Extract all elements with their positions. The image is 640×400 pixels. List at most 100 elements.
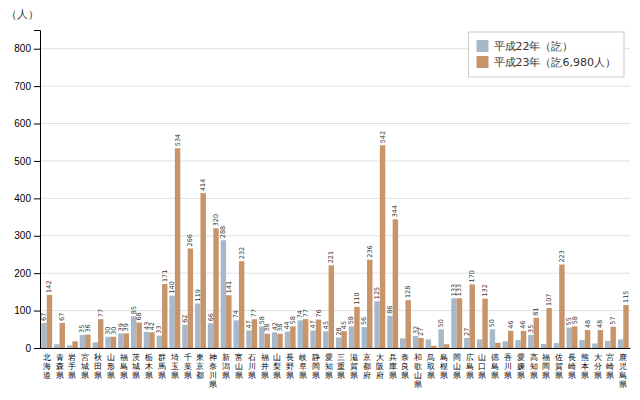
tick-label-char: 田 bbox=[94, 362, 102, 371]
tick-label-char: 重 bbox=[337, 362, 345, 371]
tick-label-char: 山 bbox=[235, 362, 243, 371]
data-label: 47 bbox=[245, 320, 253, 328]
tick: 福島県 bbox=[120, 348, 128, 380]
tick-label-char: 大 bbox=[594, 353, 602, 362]
tick: 東京都 bbox=[196, 348, 204, 380]
legend-box bbox=[469, 32, 625, 77]
tick: 滋賀県 bbox=[350, 348, 358, 380]
tick-label-char: 県 bbox=[414, 380, 422, 389]
tick: 400 bbox=[14, 193, 40, 204]
tick-label-char: 大 bbox=[376, 353, 384, 362]
tick-label-char: 本 bbox=[581, 362, 589, 371]
tick-label-char: 県 bbox=[478, 371, 486, 380]
legend: 平成22年（訖）平成23年（訖6,980人） bbox=[469, 32, 625, 77]
bar bbox=[285, 332, 290, 348]
tick-label-char: 茨 bbox=[132, 353, 140, 362]
tick-label: 大分県 bbox=[594, 353, 602, 380]
tick-label: 熊本県 bbox=[581, 353, 589, 380]
bar bbox=[239, 261, 244, 348]
tick-mark bbox=[34, 86, 40, 87]
tick: 岡山県 bbox=[453, 348, 461, 380]
bar bbox=[195, 303, 200, 348]
data-label: 221 bbox=[327, 251, 335, 263]
tick-label-char: 県 bbox=[325, 371, 333, 380]
axis-line bbox=[41, 348, 631, 349]
tick: 新潟県 bbox=[222, 348, 230, 380]
data-label: 344 bbox=[391, 205, 399, 217]
data-label: 38 bbox=[276, 324, 284, 332]
bar bbox=[470, 284, 475, 348]
y-axis: 0100200300400500600700800 bbox=[14, 31, 40, 354]
bar bbox=[464, 338, 469, 348]
data-label: 48 bbox=[584, 320, 592, 328]
tick: 富山県 bbox=[235, 348, 243, 380]
tick-label-char: 児 bbox=[619, 362, 627, 371]
tick-label-char: 和 bbox=[414, 353, 422, 362]
tick: 兵庫県 bbox=[389, 348, 397, 380]
bar bbox=[503, 341, 508, 348]
tick-label-char: 梨 bbox=[273, 362, 281, 371]
data-label: 119 bbox=[194, 289, 202, 301]
tick-label-char: 愛 bbox=[517, 353, 525, 362]
tick-label-char: 県 bbox=[466, 371, 474, 380]
data-label: 39 bbox=[122, 323, 130, 331]
tick-label-char: 鳥 bbox=[426, 353, 435, 362]
grid-line bbox=[40, 273, 630, 274]
data-label: 33 bbox=[155, 325, 163, 333]
data-label: 74 bbox=[232, 310, 240, 318]
bar bbox=[623, 305, 628, 348]
tick: 茨城県 bbox=[131, 348, 140, 380]
data-label: 27 bbox=[463, 328, 471, 336]
tick-label-char: 県 bbox=[504, 371, 512, 380]
tick-label: 群馬県 bbox=[157, 353, 166, 380]
plot: 0100200300400500600700800北海道青森県岩手県宮城県秋田県… bbox=[14, 31, 630, 390]
tick-label-char: 媛 bbox=[517, 362, 525, 371]
bar bbox=[438, 329, 443, 348]
bar bbox=[175, 148, 180, 348]
tick-label-char: 府 bbox=[363, 371, 371, 380]
tick: 300 bbox=[14, 230, 40, 241]
legend-swatch bbox=[477, 56, 489, 68]
tick-label-char: 県 bbox=[158, 371, 166, 380]
data-label: 56 bbox=[360, 317, 368, 325]
data-label: 67 bbox=[58, 313, 66, 321]
tick-label-char: 城 bbox=[80, 362, 89, 371]
data-label: 107 bbox=[545, 294, 553, 306]
tick: 徳島県 bbox=[491, 348, 499, 380]
tick-label: 愛知県 bbox=[325, 353, 333, 380]
tick-label: 佐賀県 bbox=[555, 353, 563, 380]
bar bbox=[67, 345, 72, 348]
data-label: 542 bbox=[379, 131, 387, 143]
data-label: 66 bbox=[207, 313, 215, 321]
data-label: 115 bbox=[622, 291, 630, 303]
tick-label-char: 岩 bbox=[68, 353, 76, 362]
tick-label: 石川県 bbox=[248, 353, 256, 380]
bar bbox=[336, 338, 341, 348]
tick-label-char: 山 bbox=[453, 362, 461, 371]
tick-label-char: 秋 bbox=[94, 353, 102, 362]
axis-line bbox=[34, 31, 41, 349]
data-label: 42 bbox=[148, 322, 156, 330]
bar bbox=[233, 320, 238, 348]
bar bbox=[559, 265, 564, 348]
tick-label-char: 富 bbox=[235, 353, 243, 362]
tick: 宮城県 bbox=[80, 348, 89, 380]
tick-label-char: 口 bbox=[478, 362, 486, 371]
bar bbox=[118, 333, 123, 348]
tick-label-char: 県 bbox=[145, 371, 153, 380]
tick-label-char: 石 bbox=[248, 353, 256, 362]
bar bbox=[277, 334, 282, 348]
tick-label-char: 島 bbox=[440, 353, 448, 362]
tick: 愛知県 bbox=[325, 348, 333, 380]
tick-label: 富山県 bbox=[235, 353, 243, 380]
data-label: 86 bbox=[386, 306, 394, 314]
tick-label-char: 岡 bbox=[542, 362, 550, 371]
tick-label-char: 神 bbox=[209, 353, 217, 362]
bar bbox=[188, 248, 193, 348]
tick: 栃木県 bbox=[145, 348, 153, 380]
legend-swatch bbox=[477, 40, 489, 52]
tick-label: 700 bbox=[14, 81, 31, 92]
tick-label-char: 阪 bbox=[376, 362, 384, 371]
tick-mark bbox=[34, 311, 40, 312]
tick-label: 高知県 bbox=[530, 353, 538, 380]
